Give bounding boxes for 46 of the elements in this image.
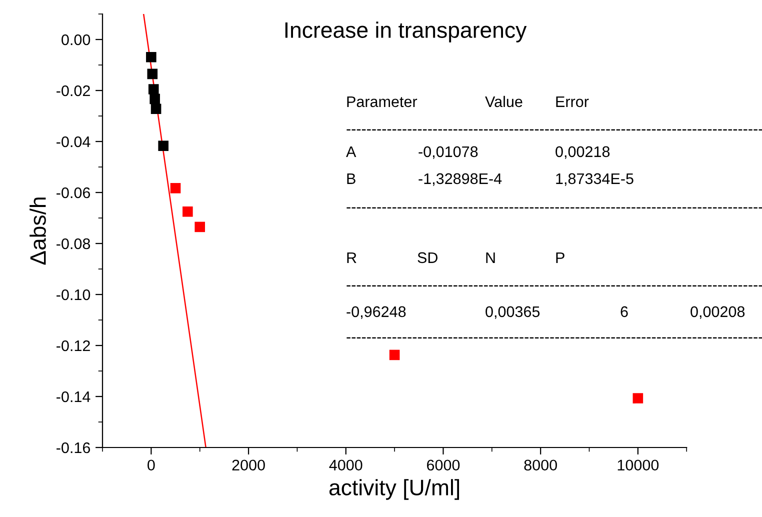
annotation: 0,00218 bbox=[556, 146, 610, 159]
point bbox=[150, 94, 160, 104]
chart-title: Increase in transparency bbox=[285, 22, 527, 42]
y-tick-label: -0.04 bbox=[56, 136, 90, 148]
y-tick-label: -0.06 bbox=[56, 187, 90, 198]
annotation: -0,01078 bbox=[418, 146, 478, 159]
point bbox=[182, 206, 193, 217]
point bbox=[150, 104, 162, 114]
point bbox=[147, 68, 158, 80]
annotation: Value bbox=[485, 96, 522, 108]
y-tick-label: 0.00 bbox=[62, 34, 90, 46]
x-axis-title: activity [U/ml] bbox=[329, 479, 460, 500]
point bbox=[148, 84, 159, 94]
annotation: B bbox=[347, 173, 356, 184]
annotation: Error bbox=[556, 96, 589, 108]
annotation: 1,87334E-5 bbox=[556, 173, 634, 186]
annotation: R bbox=[347, 252, 356, 263]
y-tick-label: -0.08 bbox=[56, 238, 90, 250]
x-tick-label: 10000 bbox=[618, 460, 659, 471]
x-tick-label: 2000 bbox=[232, 460, 265, 471]
x-tick-label: 6000 bbox=[427, 460, 460, 471]
x-tick-label: 8000 bbox=[524, 460, 557, 471]
x-tick-label: 0 bbox=[148, 460, 155, 471]
point bbox=[146, 52, 156, 62]
point bbox=[170, 183, 181, 194]
point bbox=[389, 350, 400, 360]
annotation: P bbox=[556, 252, 564, 263]
annotation: 0,00365 bbox=[486, 306, 540, 319]
text: 0,00208 bbox=[690, 306, 745, 319]
x-tick-label: 4000 bbox=[329, 460, 362, 471]
y-tick-label: -0.16 bbox=[56, 442, 90, 454]
y-tick-label: -0.10 bbox=[56, 289, 90, 300]
annotation: A bbox=[346, 146, 356, 157]
y-tick-label: -0.02 bbox=[56, 85, 90, 96]
point bbox=[194, 222, 205, 232]
y-axis-title: Δabs/h bbox=[30, 198, 46, 265]
y-tick-label: -0.12 bbox=[56, 340, 90, 352]
annotation: 6 bbox=[620, 306, 628, 318]
annotation: -0,96248 bbox=[346, 306, 406, 319]
point bbox=[158, 140, 168, 151]
annotation: SD bbox=[418, 252, 438, 264]
annotation: -1,32898E-4 bbox=[418, 173, 502, 186]
y-tick-label: -0.14 bbox=[56, 391, 90, 402]
annotation: N bbox=[486, 252, 495, 263]
annotation: Parameter bbox=[347, 96, 418, 108]
point bbox=[632, 393, 644, 404]
